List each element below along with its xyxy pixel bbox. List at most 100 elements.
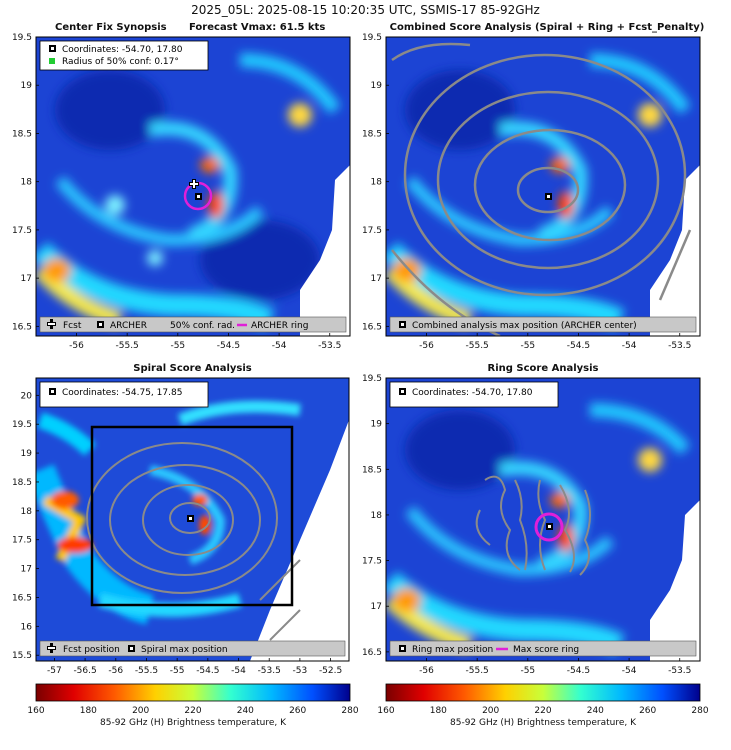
p4-ytick-label: 18 — [371, 511, 383, 521]
p4-ytick-label: 19.5 — [362, 374, 382, 384]
panel3-info-box: Coordinates: -54.75, 17.85 — [39, 381, 209, 408]
p3-ytick-label: 17 — [21, 565, 32, 575]
p4-ytick-label: 18.5 — [362, 465, 382, 475]
colorbar-tick-label: 180 — [80, 706, 97, 716]
colorbar-tick-label: 220 — [534, 706, 551, 716]
colorbar-tick-label: 260 — [289, 706, 306, 716]
p1-xtick-label: -53.5 — [318, 341, 341, 351]
p4-ytick-label: 16.5 — [362, 648, 382, 658]
p1-xtick-label: -54 — [272, 341, 287, 351]
legend-ring-max: Ring max position — [412, 645, 493, 655]
p1-ytick-label: 16.5 — [12, 322, 32, 332]
p1-ytick-label: 19.5 — [12, 33, 32, 43]
p2-ytick-label: 19.5 — [362, 33, 382, 43]
p1-ytick-label: 19 — [21, 81, 33, 91]
panel1-conf-radius: Radius of 50% conf: 0.17° — [62, 57, 179, 67]
plus-icon — [47, 319, 56, 329]
colorbar-tick-label: 220 — [184, 706, 201, 716]
p3-xtick-label: -56.5 — [73, 666, 96, 676]
p4-xtick-label: -54 — [622, 666, 637, 676]
p1-ytick-label: 18.5 — [12, 129, 32, 139]
panel4-frame — [385, 377, 701, 662]
panel3-legend: Fcst position Spiral max position — [39, 640, 346, 657]
panel1-frame — [35, 36, 351, 337]
p1-xtick-label: -55 — [170, 341, 185, 351]
p4-xtick-label: -54.5 — [567, 666, 590, 676]
plus-icon — [47, 643, 56, 653]
p2-xtick-label: -55 — [520, 341, 535, 351]
p3-ytick-label: 16.5 — [12, 593, 32, 603]
colorbar-tick-label: 200 — [482, 706, 499, 716]
colorbar-tick-label: 280 — [341, 706, 358, 716]
panel1-map — [36, 37, 350, 336]
p1-ytick-label: 17.5 — [12, 226, 32, 236]
p4-ytick-label: 17.5 — [362, 557, 382, 567]
p1-ytick-label: 17 — [21, 274, 32, 284]
p2-ytick-label: 19 — [371, 81, 383, 91]
panel1-subtitle: Forecast Vmax: 61.5 kts — [189, 22, 326, 33]
p2-ytick-label: 16.5 — [362, 322, 382, 332]
p2-ytick-label: 18.5 — [362, 129, 382, 139]
p3-xtick-label: -54.5 — [196, 666, 219, 676]
p4-xtick-label: -56 — [419, 666, 434, 676]
legend-archer-ring: ARCHER ring — [251, 321, 308, 331]
p2-xtick-label: -56 — [419, 341, 434, 351]
panel2-title: Combined Score Analysis (Spiral + Ring +… — [389, 22, 705, 33]
legend-fcst: Fcst — [63, 321, 82, 331]
colorbar-tick-label: 240 — [237, 706, 254, 716]
p1-xtick-label: -56 — [69, 341, 84, 351]
legend-spiral-max: Spiral max position — [141, 645, 228, 655]
colorbar-left-label: 85-92 GHz (H) Brightness temperature, K — [100, 718, 286, 728]
legend-max-ring: Max score ring — [513, 645, 579, 655]
p4-xtick-label: -55 — [520, 666, 535, 676]
colorbar-tick-label: 200 — [132, 706, 149, 716]
p3-ytick-label: 20 — [21, 391, 33, 401]
panel2-markers — [545, 193, 552, 200]
p3-xtick-label: -57 — [47, 666, 62, 676]
panel3-frame — [35, 377, 350, 662]
p3-xtick-label: -53 — [293, 666, 308, 676]
p2-ytick-label: 17.5 — [362, 226, 382, 236]
legend-fcst-position: Fcst position — [63, 645, 120, 655]
panel1-info-box: Coordinates: -54.70, 17.80 Radius of 50%… — [39, 40, 209, 71]
panel1-coordinates: Coordinates: -54.70, 17.80 — [62, 45, 183, 55]
page-title: 2025_05L: 2025-08-15 10:20:35 UTC, SSMIS… — [191, 3, 540, 17]
panel2-frame — [385, 36, 701, 337]
colorbar-right-label: 85-92 GHz (H) Brightness temperature, K — [450, 718, 636, 728]
colorbar-tick-label: 240 — [587, 706, 604, 716]
panel1-legend: Fcst ARCHER 50% conf. rad. ARCHER ring — [39, 316, 347, 333]
p3-xtick-label: -53.5 — [258, 666, 281, 676]
panel1-markers — [183, 179, 213, 211]
panel2-map — [386, 37, 700, 336]
p3-ytick-label: 17.5 — [12, 536, 32, 546]
colorbar-tick-label: 180 — [430, 706, 447, 716]
p3-ytick-label: 18.5 — [12, 478, 32, 488]
p4-ytick-label: 17 — [371, 602, 382, 612]
p3-ytick-label: 18 — [21, 507, 33, 517]
colorbar-tick-label: 160 — [377, 706, 394, 716]
legend-combined-max: Combined analysis max position (ARCHER c… — [412, 321, 637, 331]
p3-xtick-label: -55.5 — [135, 666, 158, 676]
p2-xtick-label: -53.5 — [668, 341, 691, 351]
legend-archer: ARCHER — [110, 321, 147, 331]
colorbar-tick-label: 260 — [639, 706, 656, 716]
panel4-map — [386, 378, 700, 661]
panel4-legend: Ring max position Max score ring — [389, 640, 697, 657]
p2-xtick-label: -54.5 — [567, 341, 590, 351]
p4-ytick-label: 19 — [371, 420, 383, 430]
panel3-coordinates: Coordinates: -54.75, 17.85 — [62, 388, 182, 398]
colorbar-tick-label: 160 — [27, 706, 44, 716]
panel3-markers — [187, 515, 194, 522]
p3-ytick-label: 16 — [21, 622, 33, 632]
panel3-title: Spiral Score Analysis — [133, 363, 252, 374]
colorbar-left — [35, 683, 351, 702]
p3-xtick-label: -52.5 — [319, 666, 342, 676]
p1-xtick-label: -55.5 — [116, 341, 139, 351]
panel1-title: Center Fix Synopsis — [55, 22, 167, 33]
p1-xtick-label: -54.5 — [217, 341, 240, 351]
p3-ytick-label: 19.5 — [12, 420, 32, 430]
p4-xtick-label: -53.5 — [668, 666, 691, 676]
p3-xtick-label: -55 — [170, 666, 185, 676]
p2-xtick-label: -54 — [622, 341, 637, 351]
